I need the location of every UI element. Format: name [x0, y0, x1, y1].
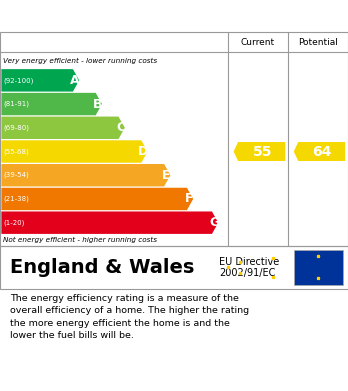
Polygon shape: [1, 69, 79, 91]
Text: (21-38): (21-38): [3, 196, 29, 202]
Text: Potential: Potential: [298, 38, 338, 47]
Text: B: B: [93, 98, 103, 111]
Polygon shape: [1, 140, 148, 163]
Text: Very energy efficient - lower running costs: Very energy efficient - lower running co…: [3, 57, 158, 63]
Text: A: A: [70, 74, 80, 87]
Text: EU Directive
2002/91/EC: EU Directive 2002/91/EC: [219, 256, 279, 278]
Polygon shape: [1, 188, 193, 210]
Text: 64: 64: [313, 145, 332, 158]
Text: (1-20): (1-20): [3, 219, 25, 226]
Text: E: E: [162, 169, 171, 182]
Polygon shape: [1, 212, 218, 234]
Text: (55-68): (55-68): [3, 148, 29, 155]
Text: D: D: [138, 145, 149, 158]
Bar: [294, 250, 343, 285]
Text: C: C: [116, 121, 125, 134]
Text: (39-54): (39-54): [3, 172, 29, 178]
Text: Current: Current: [241, 38, 275, 47]
Text: (92-100): (92-100): [3, 77, 34, 84]
Text: England & Wales: England & Wales: [10, 258, 195, 277]
Text: Energy Efficiency Rating: Energy Efficiency Rating: [10, 7, 239, 25]
Polygon shape: [1, 164, 171, 187]
Polygon shape: [294, 142, 345, 161]
Text: F: F: [185, 192, 193, 205]
Text: (69-80): (69-80): [3, 125, 30, 131]
Text: G: G: [209, 216, 219, 229]
Text: 55: 55: [253, 145, 272, 158]
Text: Not energy efficient - higher running costs: Not energy efficient - higher running co…: [3, 237, 158, 244]
Text: The energy efficiency rating is a measure of the
overall efficiency of a home. T: The energy efficiency rating is a measur…: [10, 294, 250, 340]
Polygon shape: [1, 117, 125, 139]
Polygon shape: [234, 142, 285, 161]
Text: (81-91): (81-91): [3, 101, 30, 107]
Polygon shape: [1, 93, 102, 115]
